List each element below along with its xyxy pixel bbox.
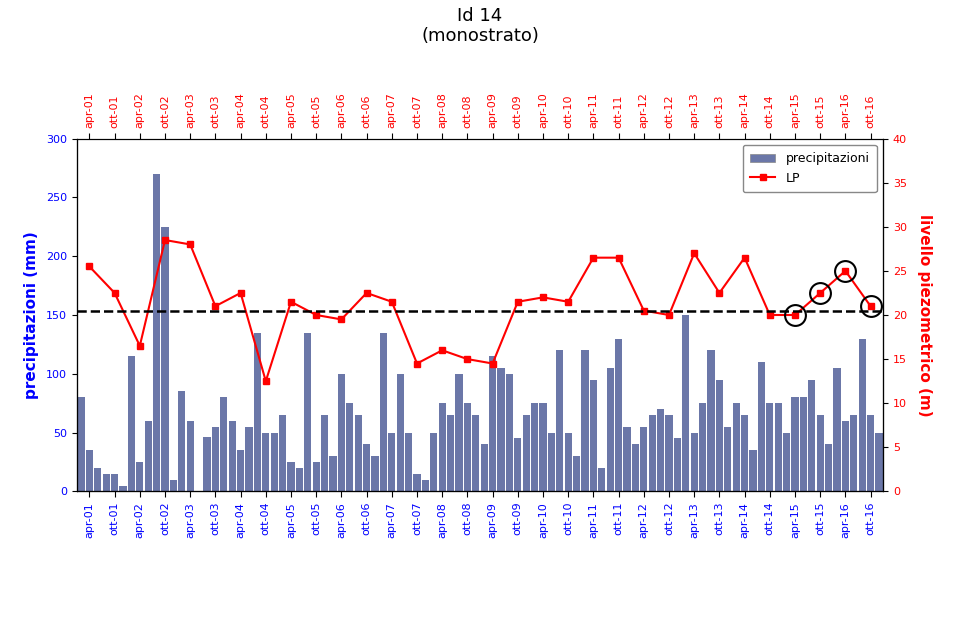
Bar <box>128 356 135 491</box>
Bar <box>548 433 555 491</box>
Bar <box>179 391 185 491</box>
Bar <box>876 433 882 491</box>
Bar <box>296 468 303 491</box>
Bar <box>405 433 412 491</box>
Bar <box>573 456 580 491</box>
Y-axis label: livello piezometrico (m): livello piezometrico (m) <box>917 214 932 416</box>
Bar <box>589 380 597 491</box>
Bar <box>279 415 286 491</box>
Bar <box>708 350 714 491</box>
Bar <box>791 398 799 491</box>
Bar <box>766 403 774 491</box>
Bar <box>750 450 756 491</box>
Bar <box>372 456 378 491</box>
Bar <box>246 427 252 491</box>
Bar <box>497 368 505 491</box>
Bar <box>347 403 353 491</box>
Bar <box>556 350 564 491</box>
Bar <box>271 433 277 491</box>
Bar <box>363 444 371 491</box>
Bar <box>304 333 311 491</box>
Bar <box>817 415 824 491</box>
Bar <box>354 415 362 491</box>
Bar <box>481 444 488 491</box>
Bar <box>674 438 681 491</box>
Bar <box>85 450 93 491</box>
Title: Id 14
(monostrato): Id 14 (monostrato) <box>421 6 539 45</box>
Bar <box>540 403 546 491</box>
Bar <box>724 427 732 491</box>
Bar <box>388 433 396 491</box>
Bar <box>783 433 790 491</box>
Bar <box>833 368 841 491</box>
Bar <box>690 433 698 491</box>
Bar <box>170 479 177 491</box>
Bar <box>640 427 647 491</box>
Bar <box>161 227 169 491</box>
Bar <box>657 409 664 491</box>
Bar <box>775 403 781 491</box>
Bar <box>111 474 118 491</box>
Bar <box>825 444 832 491</box>
Bar <box>615 338 622 491</box>
Legend: precipitazioni, LP: precipitazioni, LP <box>743 145 876 192</box>
Bar <box>119 486 127 491</box>
Bar <box>220 398 228 491</box>
Bar <box>103 474 109 491</box>
Bar <box>430 433 438 491</box>
Bar <box>421 479 429 491</box>
Bar <box>145 421 152 491</box>
Bar <box>414 474 420 491</box>
Bar <box>515 438 521 491</box>
Bar <box>262 433 270 491</box>
Bar <box>598 468 606 491</box>
Bar <box>94 468 102 491</box>
Bar <box>439 403 445 491</box>
Bar <box>522 415 530 491</box>
Bar <box>153 174 160 491</box>
Bar <box>78 398 84 491</box>
Bar <box>338 374 345 491</box>
Y-axis label: precipitazioni (mm): precipitazioni (mm) <box>24 231 39 399</box>
Bar <box>716 380 723 491</box>
Bar <box>699 403 707 491</box>
Bar <box>842 421 849 491</box>
Bar <box>447 415 454 491</box>
Bar <box>506 374 513 491</box>
Bar <box>564 433 572 491</box>
Bar <box>851 415 857 491</box>
Bar <box>228 421 236 491</box>
Bar <box>489 356 496 491</box>
Bar <box>380 333 387 491</box>
Bar <box>204 437 210 491</box>
Bar <box>649 415 656 491</box>
Bar <box>329 456 337 491</box>
Bar <box>808 380 815 491</box>
Bar <box>464 403 471 491</box>
Bar <box>741 415 748 491</box>
Bar <box>321 415 328 491</box>
Bar <box>313 462 320 491</box>
Bar <box>800 398 807 491</box>
Bar <box>287 462 295 491</box>
Bar <box>867 415 875 491</box>
Bar <box>757 362 765 491</box>
Bar <box>665 415 673 491</box>
Bar <box>253 333 261 491</box>
Bar <box>531 403 539 491</box>
Bar <box>582 350 588 491</box>
Bar <box>683 315 689 491</box>
Bar <box>607 368 613 491</box>
Bar <box>186 421 194 491</box>
Bar <box>632 444 639 491</box>
Bar <box>212 427 219 491</box>
Bar <box>396 374 404 491</box>
Bar <box>858 338 866 491</box>
Bar <box>732 403 740 491</box>
Bar <box>136 462 143 491</box>
Bar <box>472 415 479 491</box>
Bar <box>455 374 463 491</box>
Bar <box>623 427 631 491</box>
Bar <box>237 450 244 491</box>
